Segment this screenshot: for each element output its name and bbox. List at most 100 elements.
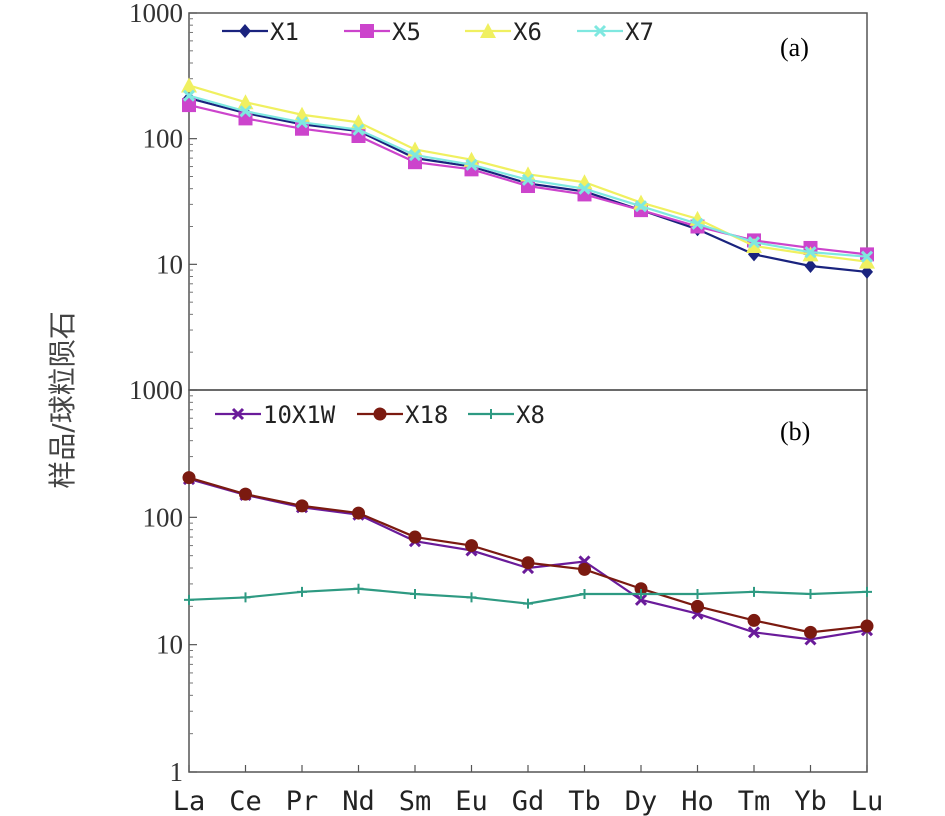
- y-tick-label: 1000: [129, 375, 183, 405]
- x-tick-label-Ho: Ho: [681, 786, 714, 816]
- data-point-X8-Ce: [240, 592, 251, 603]
- data-point-X5-Sm: [408, 155, 422, 170]
- panel-a-frame: [188, 12, 868, 391]
- panel-a: 10 100 1000 X1 X5 X6 X7: [129, 0, 875, 353]
- data-point-X7-Dy: [634, 200, 648, 213]
- data-point-X8-Eu: [466, 592, 477, 603]
- panel-b-label: (b): [780, 417, 810, 446]
- x-tick-label-Yb: Yb: [794, 786, 827, 816]
- data-point-X7-Tm: [747, 236, 761, 249]
- data-point-X8-Tm: [749, 586, 759, 597]
- data-point-X7-Pr: [295, 116, 309, 129]
- x-tick-label-Tb: Tb: [568, 786, 601, 816]
- legend-marker-X18: [373, 407, 387, 421]
- legend-entry-X5: X5: [344, 18, 421, 46]
- data-point-X18-Ce: [239, 487, 252, 501]
- panel-a-label: (a): [780, 33, 809, 62]
- legend-entry-X18: X18: [357, 401, 448, 429]
- data-point-X18-Eu: [465, 539, 478, 553]
- data-point-X5-La: [182, 98, 196, 113]
- x-tick-label-Dy: Dy: [625, 786, 658, 816]
- data-point-X8-Pr: [297, 586, 307, 597]
- data-point-X7-Eu: [465, 158, 478, 171]
- data-point-X8-Yb: [805, 588, 816, 599]
- data-point-X18-Nd: [352, 506, 365, 520]
- legend-label: X1: [270, 18, 299, 46]
- x-tick-label-Sm: Sm: [399, 786, 432, 816]
- data-point-10X1W-Dy: [634, 593, 648, 606]
- y-tick-label: 100: [143, 124, 184, 154]
- x-tick-label-Lu: Lu: [851, 786, 884, 816]
- x-axis: La Ce Pr Nd Sm Eu Gd Tb Dy Ho Tm Yb Lu: [173, 765, 884, 816]
- data-point-X18-Sm: [408, 530, 422, 544]
- data-point-X8-Nd: [353, 583, 364, 594]
- legend-entry-X8: X8: [468, 401, 545, 429]
- x-tick-label-La: La: [173, 786, 206, 816]
- series-line-X18: [188, 476, 868, 634]
- y-tick-label: 100: [143, 502, 184, 532]
- data-point-X18-Lu: [860, 619, 874, 633]
- y-tick-label: 10: [156, 249, 183, 279]
- data-point-X6-Tm: [746, 237, 762, 253]
- data-point-X18-Ho: [691, 599, 704, 613]
- y-tick-label: 1000: [129, 0, 183, 28]
- data-point-X18-Gd: [521, 556, 535, 570]
- legend-label: X5: [392, 18, 421, 46]
- data-point-X7-La: [182, 89, 196, 102]
- data-point-X7-Gd: [521, 173, 535, 186]
- data-point-X18-Tm: [747, 613, 761, 627]
- data-point-X7-Tb: [578, 182, 591, 195]
- data-point-X18-Yb: [804, 625, 817, 639]
- data-point-X6-La: [181, 77, 197, 93]
- x-tick-label-Eu: Eu: [455, 786, 488, 816]
- data-point-X8-Dy: [636, 588, 646, 599]
- legend-label: X7: [625, 18, 654, 46]
- data-point-10X1W-Tm: [747, 626, 761, 639]
- panel-b-frame: [188, 389, 868, 773]
- y-tick-label: 1: [170, 757, 184, 787]
- legend-marker-X1: [239, 24, 251, 38]
- data-point-X8-Gd: [523, 598, 533, 609]
- legend-marker-10X1W: [231, 407, 245, 421]
- legend-label: X18: [405, 401, 448, 429]
- series-X8: [184, 583, 872, 609]
- data-point-X7-Lu: [860, 250, 874, 263]
- legend-entry-X1: X1: [222, 18, 299, 46]
- series-X7: [182, 89, 874, 263]
- x-tick-label-Nd: Nd: [342, 786, 375, 816]
- legend-marker-X8: [486, 409, 496, 419]
- data-point-X8-Sm: [410, 588, 420, 599]
- legend-entry-X6: X6: [465, 18, 542, 46]
- data-point-X7-Sm: [408, 149, 422, 162]
- series-X6: [181, 77, 875, 269]
- panel-b: 1 10 100 1000 10X1W X18 X8: [129, 375, 874, 787]
- legend-marker-X7: [593, 24, 607, 38]
- legend-marker-X6: [480, 23, 496, 38]
- data-point-X18-Tb: [578, 562, 591, 576]
- legend-entry-10X1W: 10X1W: [215, 401, 336, 429]
- data-point-X5-Ce: [238, 111, 253, 126]
- data-point-X8-La: [184, 594, 194, 605]
- x-tick-label-Gd: Gd: [512, 786, 545, 816]
- y-axis-title: 样品/球粒陨石: [46, 311, 79, 488]
- legend-label: X6: [513, 18, 542, 46]
- x-tick-label-Ce: Ce: [229, 786, 262, 816]
- legend-entry-X7: X7: [577, 18, 654, 46]
- data-point-X8-Tb: [579, 588, 590, 599]
- data-point-X7-Nd: [352, 123, 365, 136]
- data-point-X18-La: [182, 471, 196, 485]
- data-point-X7-Ho: [691, 217, 704, 230]
- data-point-X7-Yb: [804, 246, 817, 259]
- legend-label: X8: [516, 401, 545, 429]
- data-point-X8-Lu: [862, 586, 872, 597]
- legend-label: 10X1W: [263, 401, 336, 429]
- data-point-X1-Yb: [804, 258, 817, 273]
- data-point-X18-Dy: [634, 582, 648, 596]
- data-point-X6-Lu: [859, 253, 875, 269]
- x-tick-label-Tm: Tm: [738, 786, 771, 816]
- y-tick-label: 10: [156, 630, 183, 660]
- x-tick-label-Pr: Pr: [286, 786, 319, 816]
- data-point-X18-Pr: [295, 499, 309, 513]
- data-point-X8-Ho: [692, 588, 703, 599]
